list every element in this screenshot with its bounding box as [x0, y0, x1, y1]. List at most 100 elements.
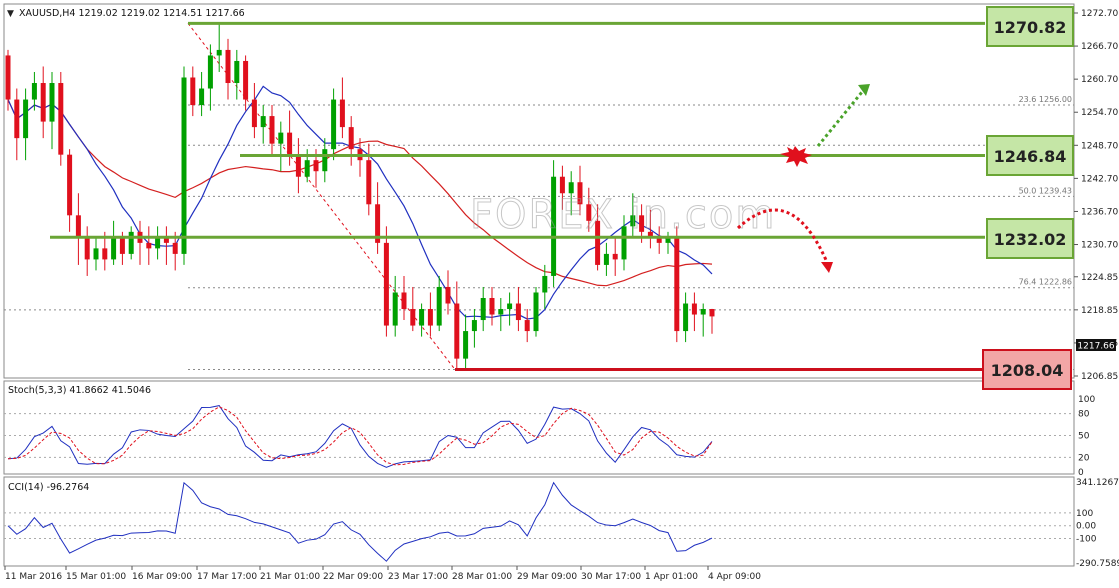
level-label-r1: 1270.82 — [986, 6, 1074, 47]
level-pivot-text: 1232.02 — [994, 230, 1067, 249]
time-label: 22 Mar 09:00 — [323, 572, 383, 582]
price-tick-label: 1236.70 — [1081, 207, 1118, 217]
stoch-axis-label: 50 — [1078, 432, 1090, 442]
candle-body — [295, 154, 301, 177]
stoch-axis-label: 0 — [1078, 468, 1084, 478]
fib-dotted-lines: 23.6 1256.00 50.0 1239.43 76.4 1222.86 — [4, 23, 1074, 370]
watermark: FOREX in.com — [470, 192, 776, 238]
candle-body — [128, 231, 134, 254]
candle-body — [243, 60, 249, 100]
candle-body — [339, 99, 345, 128]
candle-body — [577, 182, 583, 205]
candle-body — [199, 88, 205, 106]
candle-body — [287, 132, 293, 155]
stoch-main-line — [7, 405, 713, 468]
green-arrow-head-icon — [858, 84, 870, 96]
cci-axis-label: -100 — [1076, 535, 1097, 545]
candle-body — [480, 297, 486, 321]
cci-axis-label: 341.1267 — [1076, 478, 1119, 488]
candle-body — [621, 226, 627, 260]
price-tick-label: 1230.70 — [1081, 241, 1118, 251]
time-label: 23 Mar 17:00 — [388, 572, 448, 582]
candle-body — [23, 99, 29, 139]
candle-body — [58, 83, 64, 155]
candle-body — [630, 215, 636, 227]
cci-panel — [3, 476, 1075, 567]
current-price-text: 1217.66 — [1077, 342, 1114, 352]
current-price-tag: 1217.66 — [1076, 339, 1116, 352]
candle-body — [225, 49, 231, 84]
time-label: 28 Mar 01:00 — [452, 572, 512, 582]
candle-body — [40, 83, 46, 122]
candle-body — [533, 292, 539, 332]
burst-icon — [780, 146, 812, 167]
time-label: 17 Mar 17:00 — [197, 572, 257, 582]
stoch-axis-label: 100 — [1078, 395, 1095, 405]
level-label-pivot: 1232.02 — [986, 218, 1074, 259]
candles — [5, 22, 715, 370]
candle-body — [234, 60, 240, 84]
stoch-header: Stoch(5,3,3) 41.8662 41.5046 — [8, 385, 151, 396]
level-label-r2: 1246.84 — [986, 135, 1074, 176]
cci-axis-label: 0.00 — [1076, 522, 1096, 532]
candle-body — [515, 303, 521, 321]
level-r1-text: 1270.82 — [994, 18, 1067, 37]
candle-body — [102, 248, 108, 260]
candle-body — [498, 309, 504, 315]
candle-body — [216, 49, 222, 56]
candle-body — [366, 160, 372, 205]
candle-body — [691, 303, 697, 315]
level-s1-text: 1208.04 — [991, 361, 1064, 380]
fib-label: 23.6 1256.00 — [1019, 95, 1072, 104]
candle-body — [322, 149, 328, 172]
candle-body — [551, 176, 557, 276]
time-label: 15 Mar 01:00 — [66, 572, 126, 582]
time-label: 11 Mar 2016 — [5, 572, 62, 582]
candle-body — [207, 55, 213, 89]
candle-body — [75, 215, 81, 238]
candle-body — [278, 132, 284, 144]
candle-body — [383, 242, 389, 326]
candle-body — [348, 127, 354, 150]
candle-body — [93, 248, 99, 260]
candle-body — [700, 309, 706, 315]
candle-body — [146, 242, 152, 249]
candle-body — [524, 320, 530, 332]
price-tick-label: 1218.85 — [1081, 306, 1118, 316]
time-label: 16 Mar 09:00 — [132, 572, 192, 582]
candle-body — [647, 231, 653, 238]
candle-body — [436, 286, 442, 326]
level-r2-text: 1246.84 — [994, 147, 1067, 166]
fib-label: 50.0 1239.43 — [1019, 186, 1072, 195]
candle-body — [5, 55, 11, 100]
price-axis: 1272.70 1266.70 1260.70 1254.70 1248.70 1242.… — [1074, 9, 1118, 382]
cci-header: CCI(14) -96.2764 — [8, 482, 89, 493]
candle-body — [507, 303, 513, 310]
candle-body — [665, 237, 671, 243]
main-panel — [3, 3, 1075, 379]
candle-body — [445, 286, 451, 304]
symbol-header: XAUUSD,H4 1219.02 1219.02 1214.51 1217.6… — [19, 8, 245, 19]
candle-body — [190, 77, 196, 106]
price-tick-label: 1260.70 — [1081, 75, 1118, 85]
price-tick-label: 1224.85 — [1081, 273, 1118, 283]
candle-body — [251, 99, 257, 128]
candle-body — [111, 237, 117, 260]
candle-body — [595, 220, 601, 265]
candle-body — [542, 275, 548, 293]
candle-body — [163, 237, 169, 243]
candle-body — [401, 292, 407, 310]
stoch-axis-label: 20 — [1078, 453, 1090, 463]
price-tick-label: 1206.85 — [1081, 372, 1118, 382]
candle-body — [172, 242, 178, 254]
price-tick-label: 1248.70 — [1081, 141, 1118, 151]
time-label: 1 Apr 01:00 — [645, 572, 698, 582]
candle-body — [656, 237, 662, 243]
candle-body — [304, 160, 310, 177]
candle-body — [454, 303, 460, 359]
candle-body — [603, 253, 609, 265]
candle-body — [260, 116, 266, 128]
menu-triangle-icon[interactable]: ▼ — [7, 9, 14, 19]
price-tick-label: 1266.70 — [1081, 42, 1118, 52]
